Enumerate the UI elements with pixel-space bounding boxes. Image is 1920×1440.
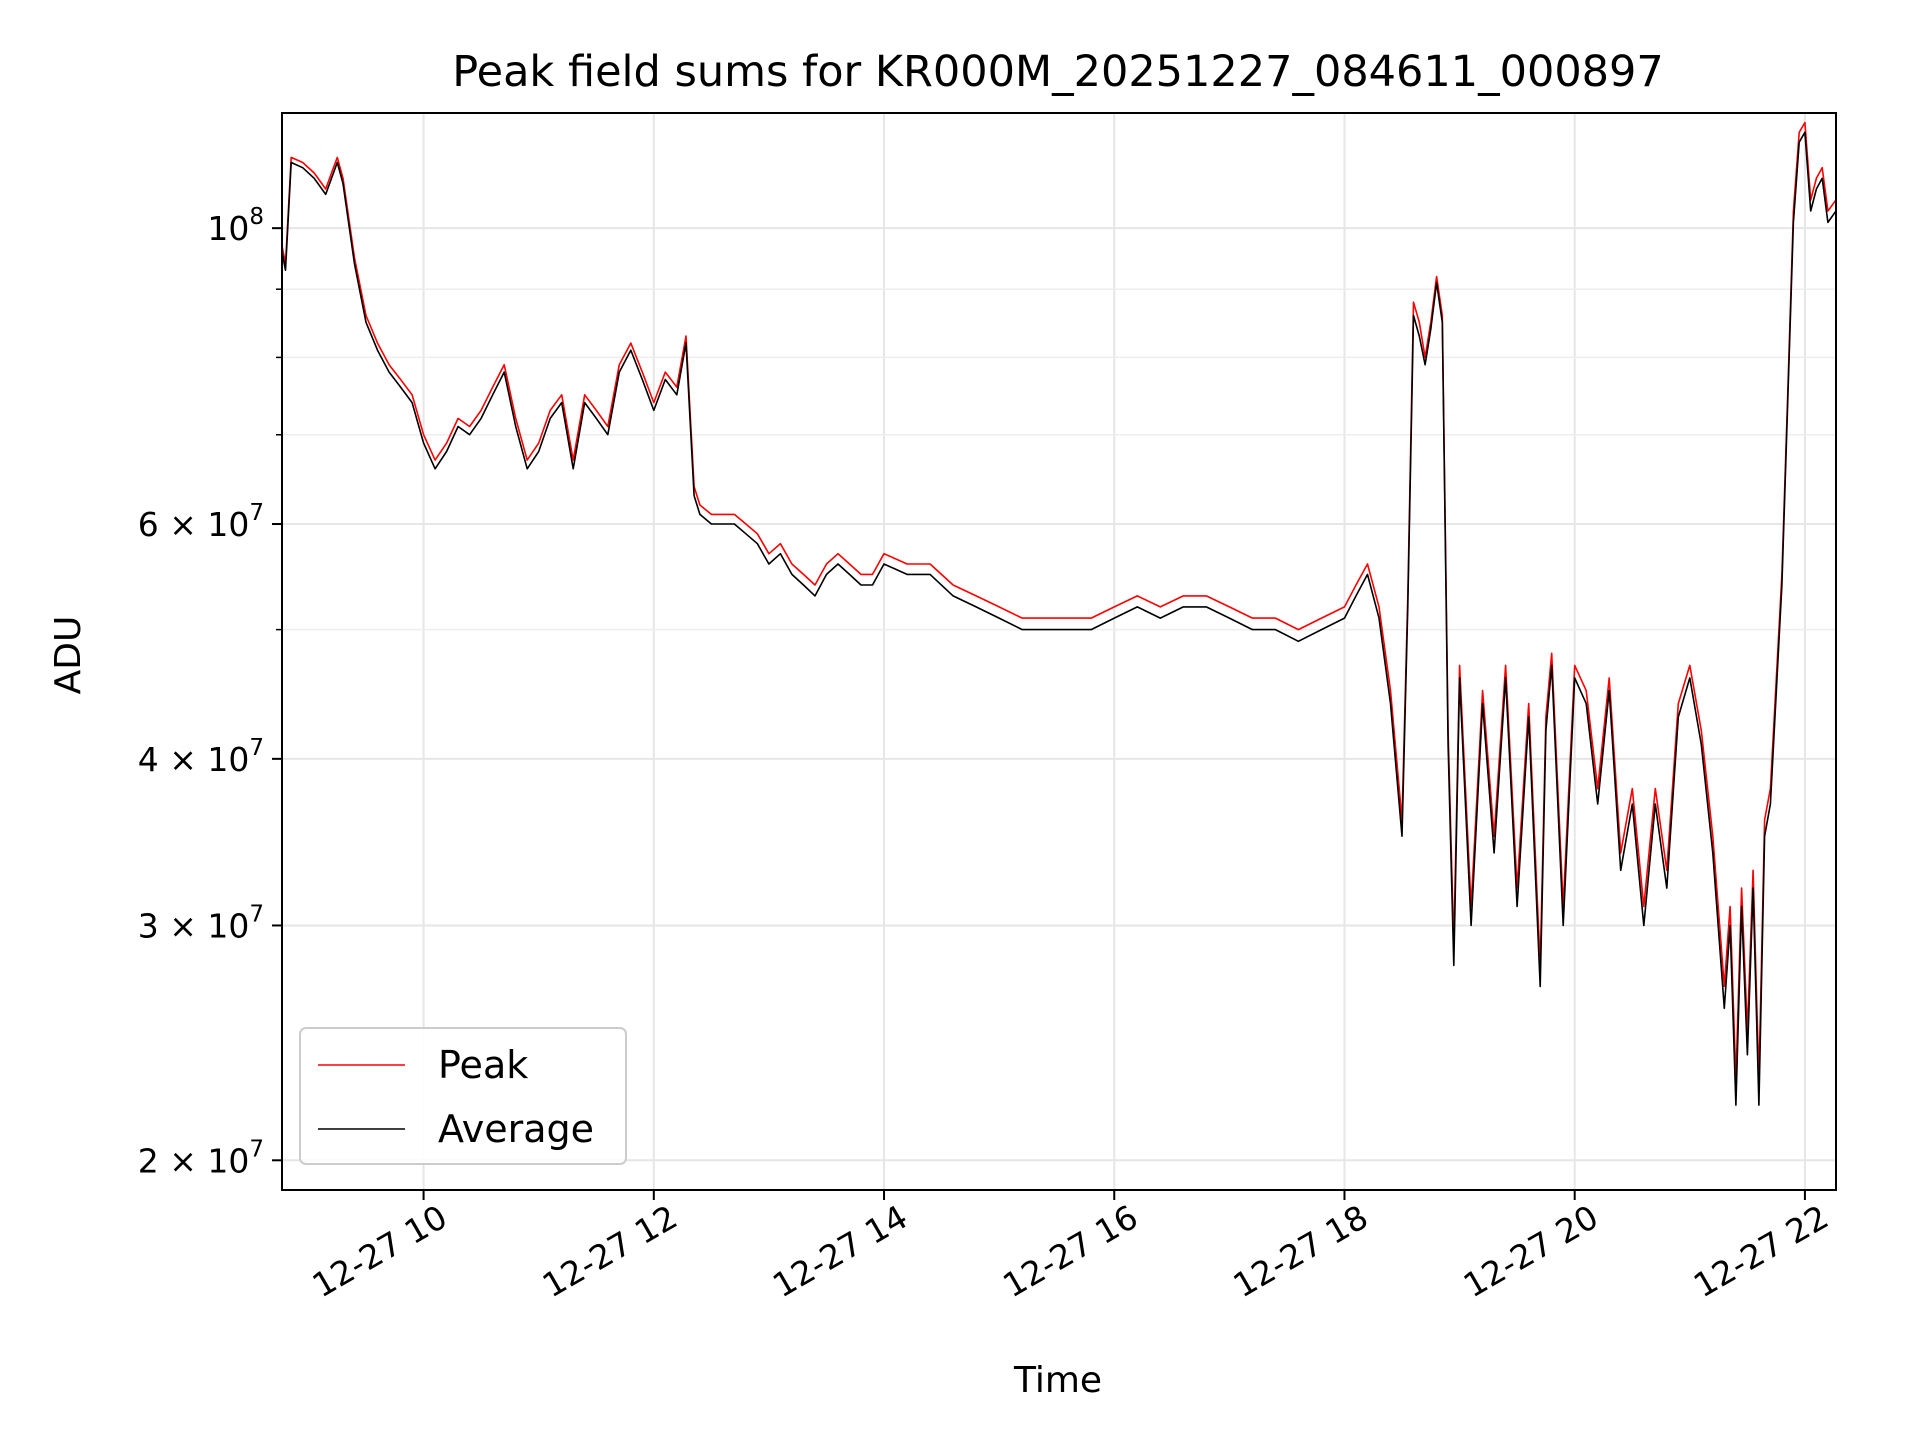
x-tick-label: 12-27 16: [996, 1197, 1144, 1305]
x-tick-label: 12-27 14: [766, 1197, 914, 1305]
plot-frame: [281, 112, 1837, 1191]
legend: Peak Average: [299, 1027, 627, 1165]
series-line-peak: [282, 121, 1836, 1081]
y-tick-label: 3 × 107: [138, 901, 264, 945]
chart-title: Peak field sums for KR000M_20251227_0846…: [452, 47, 1664, 97]
x-tick-label: 12-27 18: [1226, 1197, 1374, 1305]
y-tick-label: 2 × 107: [138, 1136, 264, 1180]
x-tick-label: 12-27 22: [1687, 1197, 1835, 1305]
plot-area: [282, 121, 1836, 1106]
y-tick-label: 4 × 107: [138, 735, 264, 779]
y-tick-label: 6 × 107: [138, 500, 264, 544]
y-axis-label: ADU: [48, 616, 89, 695]
x-axis-label: Time: [1013, 1360, 1102, 1401]
x-tick-label: 12-27 20: [1457, 1197, 1605, 1305]
x-axis: 12-27 10 12-27 12 12-27 14 12-27 16 12-27 18…: [306, 1190, 1835, 1305]
legend-label-average: Average: [438, 1107, 594, 1151]
x-tick-label: 12-27 12: [536, 1197, 684, 1305]
y-axis: 108 6 × 107 4 × 107 3 × 107 2 × 107: [138, 204, 282, 1180]
legend-box: [299, 1027, 627, 1165]
series-line-average: [282, 131, 1836, 1106]
legend-label-peak: Peak: [438, 1043, 528, 1087]
y-tick-label: 108: [207, 204, 264, 248]
x-tick-label: 12-27 10: [306, 1197, 454, 1305]
